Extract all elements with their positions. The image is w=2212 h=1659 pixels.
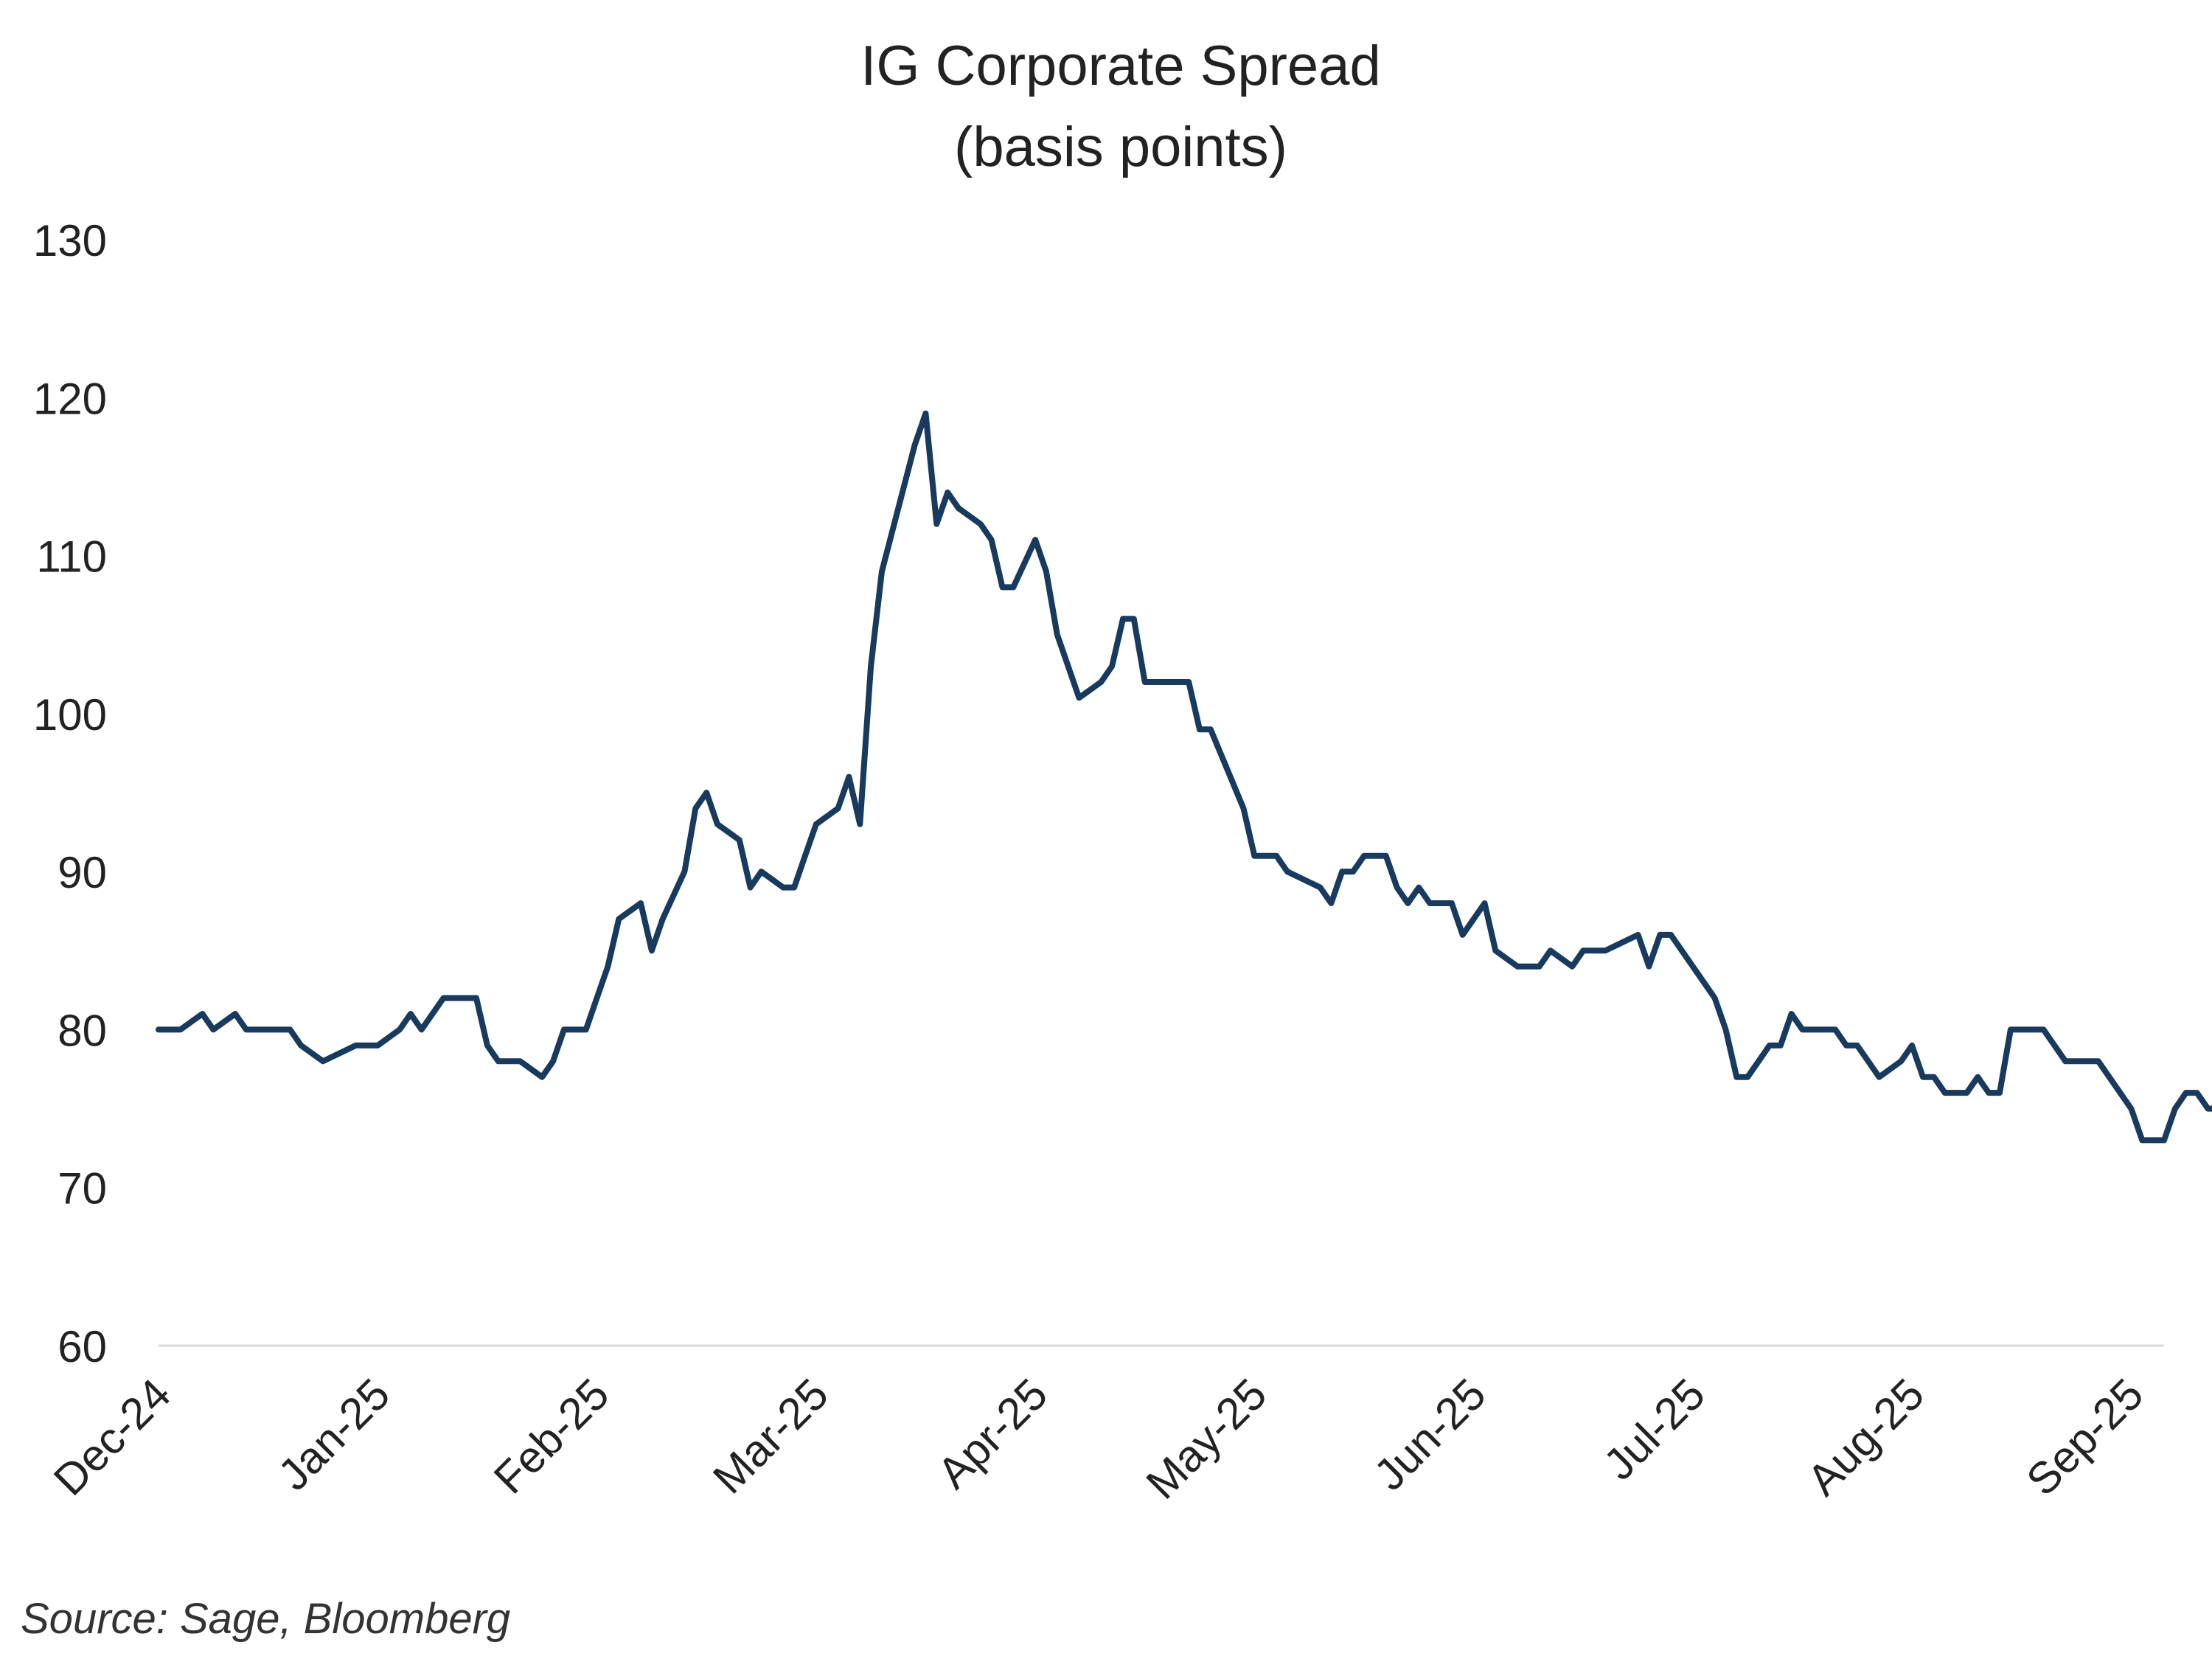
- y-axis: 60 70 80 90 100 110 120 130: [33, 216, 107, 1371]
- x-tick-label: Mar-25: [703, 1369, 838, 1503]
- y-tick-label: 100: [33, 690, 107, 740]
- x-tick-label: Apr-25: [928, 1369, 1057, 1498]
- y-tick-label: 110: [36, 532, 107, 582]
- y-tick-label: 90: [58, 848, 107, 897]
- x-tick-label: Dec-24: [44, 1369, 180, 1505]
- x-axis: Dec-24 Jan-25 Feb-25 Mar-25 Apr-25 May-25 Jun-…: [44, 1369, 2153, 1509]
- spread-series-line: [156, 410, 2212, 1144]
- y-tick-label: 130: [33, 216, 107, 265]
- x-tick-label: Sep-25: [2017, 1369, 2152, 1505]
- x-tick-label: Feb-25: [484, 1369, 619, 1503]
- x-tick-label: May-25: [1137, 1369, 1276, 1509]
- y-tick-label: 120: [33, 374, 107, 423]
- chart-title: IG Corporate Spread: [860, 35, 1381, 97]
- y-tick-label: 60: [58, 1322, 107, 1371]
- x-tick-label: Jun-25: [1365, 1369, 1495, 1500]
- x-tick-label: Jul-25: [1594, 1369, 1714, 1489]
- x-tick-label: Aug-25: [1798, 1369, 1933, 1505]
- source-note: Source: Sage, Bloomberg: [21, 1595, 510, 1643]
- x-tick-label: Jan-25: [268, 1369, 399, 1500]
- y-tick-label: 70: [58, 1164, 107, 1214]
- chart-subtitle: (basis points): [954, 116, 1287, 178]
- y-tick-label: 80: [58, 1006, 107, 1055]
